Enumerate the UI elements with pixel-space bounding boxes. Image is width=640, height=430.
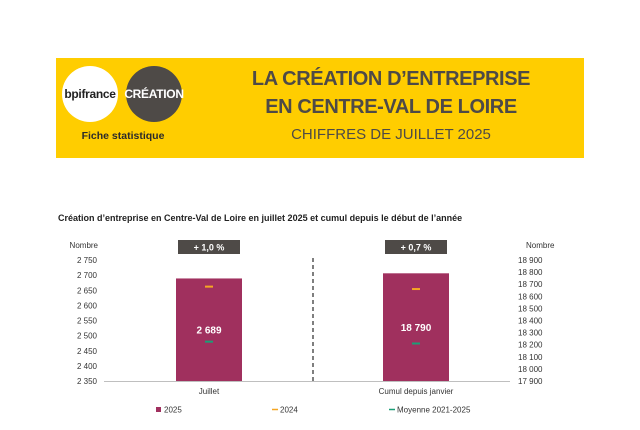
bar-data-label: 2 689 [196, 326, 221, 337]
variation-badge-text: + 1,0 % [194, 243, 225, 253]
y-tick-label-right: 18 600 [518, 292, 543, 301]
chart-title: Création d’entreprise en Centre-Val de L… [58, 213, 463, 223]
legend-label: Moyenne 2021-2025 [397, 406, 471, 415]
y-tick-label-right: 18 900 [518, 256, 543, 265]
axis-title-right: Nombre [526, 241, 555, 250]
creation-logo: CRÉATION [124, 66, 184, 122]
y-tick-label-right: 18 500 [518, 304, 543, 313]
y-tick-label-right: 18 200 [518, 341, 543, 350]
y-tick-label-right: 17 900 [518, 377, 543, 386]
y-tick-label-left: 2 750 [77, 256, 98, 265]
variation-badge-text: + 0,7 % [401, 243, 432, 253]
y-tick-label-left: 2 400 [77, 362, 98, 371]
legend-swatch-2025 [156, 407, 161, 412]
y-tick-label-right: 18 100 [518, 353, 543, 362]
y-tick-label-right: 18 400 [518, 317, 543, 326]
y-tick-label-right: 18 000 [518, 365, 543, 374]
y-tick-label-right: 18 800 [518, 268, 543, 277]
bar-data-label: 18 790 [401, 323, 432, 334]
bpifrance-logo-text: bpifrance [64, 87, 116, 101]
variation-badge [385, 240, 447, 254]
legend-label: 2024 [280, 406, 298, 415]
page-title-line2: EN CENTRE-VAL DE LOIRE [265, 96, 517, 118]
y-tick-label-left: 2 450 [77, 347, 98, 356]
y-tick-label-left: 2 500 [77, 332, 98, 341]
page-title-line1: LA CRÉATION D’ENTREPRISE [251, 68, 531, 90]
header-banner: bpifrance CRÉATION Fiche statistique LA … [56, 58, 584, 158]
axis-title-left: Nombre [70, 241, 99, 250]
y-tick-label-left: 2 600 [77, 301, 98, 310]
bar-2025 [176, 278, 242, 381]
fiche-statistique-label: Fiche statistique [81, 130, 165, 142]
y-tick-label-left: 2 350 [77, 377, 98, 386]
x-category-label: Juillet [199, 387, 220, 396]
y-tick-label-left: 2 550 [77, 317, 98, 326]
y-tick-label-right: 18 700 [518, 280, 543, 289]
x-category-label: Cumul depuis janvier [379, 387, 454, 396]
variation-badge [178, 240, 240, 254]
bpifrance-logo: bpifrance [62, 66, 118, 122]
y-tick-label-right: 18 300 [518, 329, 543, 338]
y-tick-label-left: 2 650 [77, 286, 98, 295]
legend-label: 2025 [164, 406, 182, 415]
bar-2025 [383, 273, 449, 381]
page-subtitle: CHIFFRES DE JUILLET 2025 [291, 126, 491, 143]
y-tick-label-left: 2 700 [77, 271, 98, 280]
creation-logo-text: CRÉATION [124, 87, 184, 101]
